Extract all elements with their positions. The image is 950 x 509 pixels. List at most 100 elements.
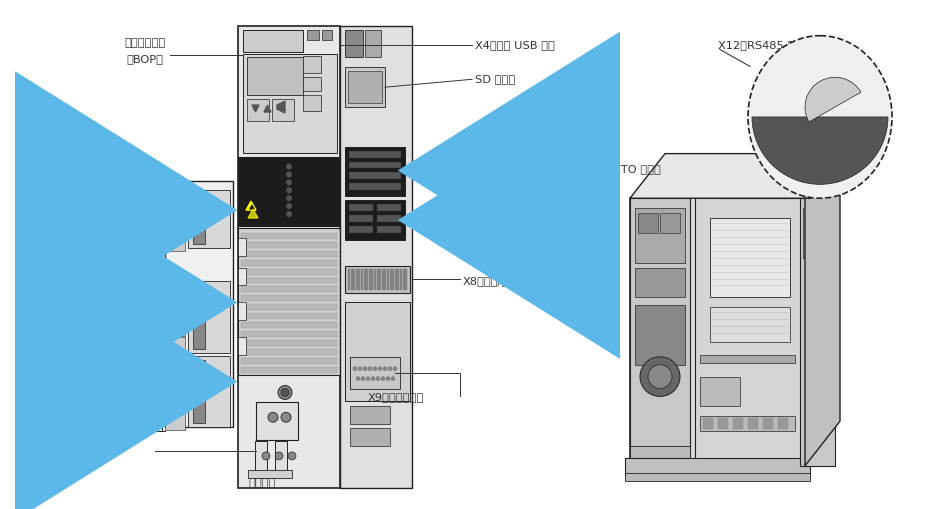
Bar <box>392 269 394 291</box>
Bar <box>718 418 728 429</box>
Text: X9：编码器接口: X9：编码器接口 <box>368 392 425 403</box>
Bar <box>374 269 376 291</box>
Bar <box>700 416 795 431</box>
Bar <box>238 238 246 256</box>
Bar <box>148 186 162 252</box>
Polygon shape <box>252 105 259 112</box>
Bar <box>241 358 337 364</box>
Bar <box>353 269 355 291</box>
Circle shape <box>286 203 292 209</box>
Polygon shape <box>246 201 256 210</box>
Bar <box>638 213 658 233</box>
Bar <box>345 147 405 196</box>
Bar <box>349 204 373 211</box>
Circle shape <box>388 366 392 371</box>
Bar <box>348 269 350 291</box>
Bar <box>238 157 340 226</box>
Bar <box>630 198 805 466</box>
Bar <box>303 95 321 111</box>
Bar <box>763 418 773 429</box>
Bar <box>243 30 303 51</box>
Bar <box>625 458 810 476</box>
Text: 电机动力连接器: 电机动力连接器 <box>58 284 106 293</box>
Bar <box>241 251 337 257</box>
Circle shape <box>368 366 372 371</box>
Bar <box>345 302 410 402</box>
Text: 屏蔽板: 屏蔽板 <box>107 437 128 447</box>
Bar <box>238 26 340 488</box>
Bar <box>660 213 680 233</box>
Bar <box>241 260 337 266</box>
Bar <box>238 268 246 286</box>
Bar <box>241 366 337 373</box>
Bar <box>165 352 185 371</box>
Bar <box>406 269 408 291</box>
Circle shape <box>358 366 362 371</box>
Circle shape <box>371 377 375 381</box>
Bar <box>148 352 162 431</box>
Bar <box>165 208 185 229</box>
Bar <box>345 30 363 58</box>
Bar <box>238 337 246 355</box>
Bar <box>733 418 743 429</box>
Circle shape <box>281 412 291 422</box>
Bar <box>241 340 337 346</box>
Bar <box>351 269 352 291</box>
Bar <box>241 295 337 301</box>
Bar <box>358 269 360 291</box>
Bar <box>243 53 337 153</box>
Bar <box>371 269 373 291</box>
Bar <box>188 356 230 427</box>
Circle shape <box>640 357 680 397</box>
Bar <box>635 268 685 297</box>
Bar <box>241 322 337 328</box>
Bar <box>390 269 391 291</box>
Bar <box>348 71 382 103</box>
Bar <box>385 269 387 291</box>
Bar <box>165 186 185 207</box>
Bar <box>322 30 332 40</box>
Text: X7：电机抱闸连接器: X7：电机抱闸连接器 <box>545 213 615 223</box>
Bar <box>148 277 162 357</box>
Circle shape <box>356 377 360 381</box>
Bar <box>377 215 401 222</box>
Bar <box>700 355 795 363</box>
Polygon shape <box>805 154 840 466</box>
Bar <box>703 418 713 429</box>
Text: 电源连接器: 电源连接器 <box>71 194 105 204</box>
Circle shape <box>288 452 296 460</box>
Bar <box>635 208 685 263</box>
Bar <box>349 151 401 158</box>
Bar <box>800 198 835 466</box>
Circle shape <box>268 412 278 422</box>
Circle shape <box>383 366 387 371</box>
Text: SD 卡插槽: SD 卡插槽 <box>475 74 515 84</box>
Bar <box>255 441 267 476</box>
Bar <box>165 277 185 296</box>
Bar <box>165 297 185 316</box>
Bar <box>366 269 369 291</box>
Circle shape <box>391 377 395 381</box>
Bar <box>303 55 321 73</box>
Text: X8：控制/状态接口: X8：控制/状态接口 <box>463 275 530 286</box>
Bar <box>365 30 381 58</box>
Bar <box>377 226 401 233</box>
Bar <box>710 307 790 342</box>
Polygon shape <box>264 105 271 112</box>
Bar <box>238 228 340 375</box>
Bar <box>241 269 337 274</box>
Bar <box>165 181 233 427</box>
Bar <box>635 305 685 365</box>
Bar <box>349 226 373 233</box>
Bar <box>345 67 385 107</box>
Bar <box>340 26 412 488</box>
Bar <box>165 372 185 390</box>
Bar <box>361 269 363 291</box>
Bar <box>303 77 321 91</box>
Bar <box>238 302 246 320</box>
Circle shape <box>278 385 292 400</box>
Bar <box>695 198 805 466</box>
Bar <box>710 218 790 297</box>
Bar <box>376 269 379 291</box>
Circle shape <box>361 377 365 381</box>
